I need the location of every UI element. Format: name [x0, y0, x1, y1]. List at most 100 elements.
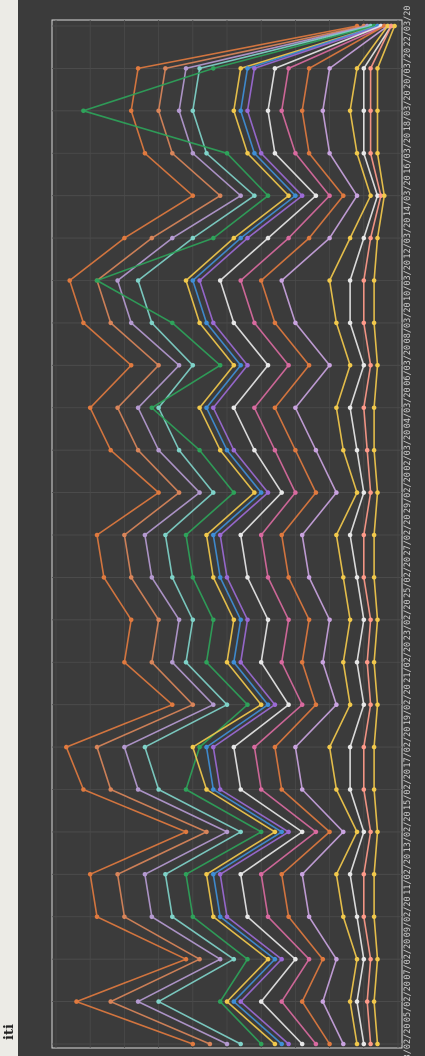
x-tick-label: 22/03/20: [403, 6, 413, 47]
data-point: [217, 872, 223, 877]
data-point: [279, 999, 285, 1004]
data-point: [87, 405, 93, 411]
x-tick-label: 16/03/20: [403, 133, 413, 174]
data-point: [190, 1041, 196, 1047]
data-point: [265, 956, 271, 962]
data-point: [122, 914, 127, 920]
data-point: [299, 1041, 305, 1047]
data-point: [204, 151, 209, 156]
data-point: [190, 193, 196, 198]
data-point: [306, 66, 312, 71]
data-point: [327, 193, 332, 198]
data-point: [306, 151, 312, 156]
data-point: [115, 872, 120, 877]
data-point: [286, 1041, 291, 1047]
data-point: [135, 447, 141, 453]
data-point: [265, 617, 271, 623]
data-point: [204, 787, 209, 792]
data-point: [371, 405, 377, 411]
data-point: [354, 151, 360, 156]
data-point: [197, 405, 202, 411]
data-point: [265, 490, 271, 495]
data-point: [347, 787, 353, 792]
data-point: [347, 872, 353, 877]
data-point: [81, 108, 86, 114]
series-3: [115, 23, 370, 1047]
data-point: [190, 702, 196, 707]
data-point: [245, 956, 250, 962]
data-point: [149, 405, 155, 411]
data-point: [224, 999, 230, 1004]
data-point: [217, 363, 223, 368]
data-point: [375, 363, 380, 368]
data-point: [272, 151, 278, 156]
data-point: [217, 914, 223, 920]
data-point: [252, 193, 257, 198]
data-point: [245, 914, 250, 920]
data-point: [286, 575, 291, 580]
data-point: [279, 490, 285, 495]
data-point: [245, 235, 250, 241]
data-point: [279, 956, 285, 962]
data-point: [286, 66, 291, 71]
data-point: [354, 829, 360, 835]
data-point: [347, 235, 353, 241]
data-point: [279, 278, 285, 283]
data-point: [320, 108, 326, 114]
data-point: [245, 617, 250, 623]
data-point: [341, 575, 346, 580]
data-point: [279, 108, 285, 114]
data-point: [341, 660, 346, 665]
data-point: [286, 914, 291, 920]
data-point: [293, 956, 298, 962]
data-point: [217, 575, 223, 580]
data-point: [382, 193, 387, 198]
data-point: [258, 999, 264, 1004]
data-point: [197, 320, 202, 326]
data-point: [265, 108, 271, 114]
data-point: [238, 108, 243, 114]
data-point: [361, 575, 367, 580]
data-point: [238, 787, 243, 792]
data-point: [176, 490, 182, 495]
data-point: [115, 405, 120, 411]
data-point: [334, 532, 339, 538]
data-point: [238, 1041, 243, 1047]
data-point: [156, 787, 161, 792]
data-point: [388, 23, 394, 29]
data-point: [313, 447, 319, 453]
data-point: [149, 914, 155, 920]
data-point: [163, 532, 168, 538]
data-point: [135, 405, 141, 411]
data-point: [211, 490, 216, 495]
data-point: [334, 320, 339, 326]
data-point: [258, 872, 264, 877]
data-point: [211, 744, 216, 750]
data-point: [334, 702, 339, 707]
data-point: [231, 617, 237, 623]
data-point: [204, 320, 209, 326]
data-point: [128, 617, 134, 623]
data-point: [327, 66, 332, 71]
series-14: [347, 23, 394, 1047]
data-point: [238, 235, 243, 241]
data-point: [313, 490, 319, 495]
data-point: [347, 278, 353, 283]
data-point: [207, 1041, 213, 1047]
series-4: [135, 23, 373, 1047]
data-point: [211, 617, 216, 623]
data-point: [135, 278, 141, 283]
data-point: [170, 575, 175, 580]
series-11: [258, 23, 387, 1047]
x-tick-label: 19/02/20: [403, 684, 413, 725]
data-point: [170, 702, 175, 707]
data-point: [87, 872, 93, 877]
data-point: [364, 999, 370, 1004]
data-point: [245, 151, 250, 156]
data-point: [238, 66, 243, 71]
data-point: [183, 66, 189, 71]
data-point: [231, 490, 237, 495]
data-point: [375, 66, 380, 71]
x-tick-label: 02/03/20: [403, 430, 413, 471]
